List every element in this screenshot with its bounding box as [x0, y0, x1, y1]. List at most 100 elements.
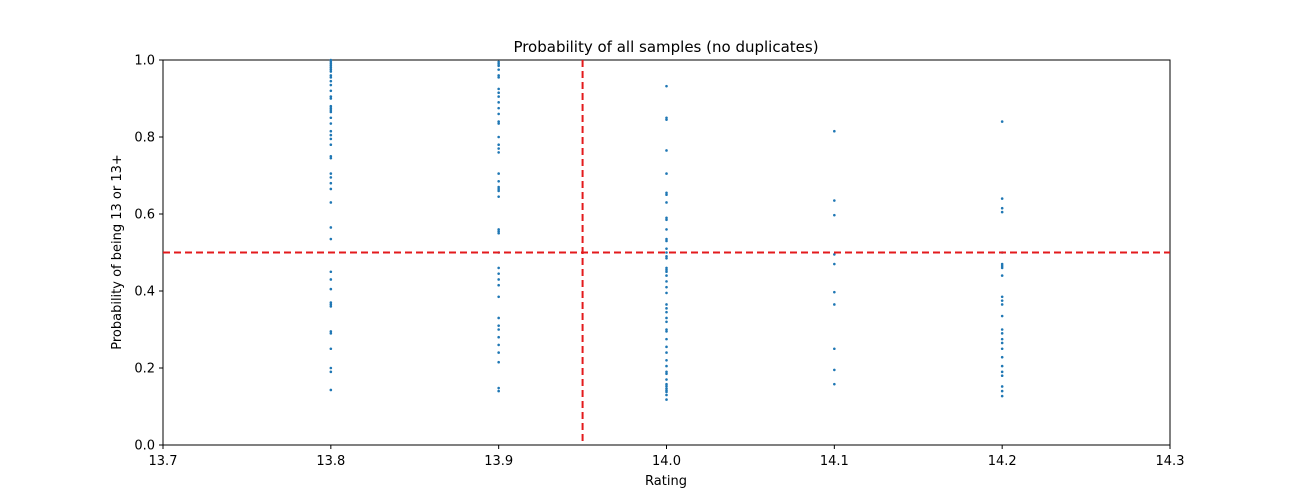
- data-point: [497, 272, 500, 275]
- data-point: [1000, 347, 1004, 351]
- data-point: [329, 347, 333, 351]
- data-point: [1000, 389, 1004, 393]
- data-point: [329, 79, 333, 83]
- data-point: [665, 382, 668, 386]
- data-point: [833, 213, 836, 217]
- data-point: [329, 106, 333, 110]
- data-point: [497, 143, 500, 146]
- data-point: [497, 95, 500, 98]
- data-point: [1000, 303, 1004, 306]
- data-point: [329, 305, 333, 308]
- data-point: [497, 106, 500, 110]
- data-point: [329, 116, 333, 120]
- data-point: [329, 143, 333, 146]
- data-point: [497, 295, 500, 299]
- data-point: [665, 320, 668, 324]
- data-point: [497, 101, 500, 104]
- data-point: [665, 384, 668, 388]
- data-point: [1000, 341, 1004, 345]
- data-point: [1000, 206, 1004, 210]
- data-point: [665, 239, 668, 243]
- data-point: [497, 64, 500, 68]
- data-point: [329, 68, 333, 71]
- data-point: [497, 231, 500, 235]
- y-axis-label: Probability of being 13 or 13+: [110, 154, 125, 350]
- data-point: [665, 316, 668, 320]
- data-point: [329, 122, 333, 125]
- data-point: [497, 187, 500, 191]
- data-point: [833, 262, 836, 266]
- data-point: [1000, 314, 1004, 318]
- data-point: [329, 97, 333, 100]
- data-point: [665, 351, 668, 354]
- data-point: [497, 87, 500, 91]
- data-point: [833, 368, 836, 372]
- data-point: [665, 378, 668, 381]
- data-point: [665, 328, 668, 331]
- reference-lines: [163, 60, 1170, 445]
- y-tick-label: 0.6: [134, 208, 155, 223]
- data-point: [665, 398, 668, 401]
- data-point: [665, 280, 668, 283]
- x-axis-label: Rating: [645, 474, 687, 489]
- data-point: [665, 251, 668, 254]
- data-point: [329, 104, 333, 108]
- data-point: [833, 290, 836, 294]
- data-point: [1000, 262, 1004, 266]
- data-point: [497, 122, 500, 125]
- data-point: [329, 129, 333, 133]
- y-tick-label: 0.2: [134, 362, 155, 377]
- data-point: [497, 185, 500, 189]
- data-point: [329, 187, 333, 191]
- x-tick-label: 13.9: [484, 454, 513, 469]
- data-point: [665, 387, 668, 390]
- data-point: [329, 278, 333, 281]
- data-point: [1000, 328, 1004, 331]
- data-point: [1000, 337, 1004, 341]
- y-tick-label: 0.0: [134, 439, 155, 454]
- data-point: [665, 201, 668, 204]
- data-point: [329, 156, 333, 160]
- y-tick-label: 0.4: [134, 285, 155, 300]
- x-tick-label: 13.7: [149, 454, 178, 469]
- data-point: [833, 347, 836, 351]
- data-point: [497, 179, 500, 183]
- data-point: [329, 330, 333, 333]
- data-point: [497, 112, 500, 116]
- data-point: [665, 364, 668, 368]
- data-point: [497, 278, 500, 281]
- data-point: [665, 84, 668, 88]
- data-point: [329, 137, 333, 141]
- data-point: [1000, 385, 1004, 388]
- data-point: [665, 193, 668, 197]
- data-point: [665, 247, 668, 250]
- data-point: [665, 337, 668, 341]
- data-point: [833, 303, 836, 306]
- data-point: [329, 89, 333, 93]
- data-point: [497, 147, 500, 150]
- data-point: [329, 108, 333, 112]
- data-point: [497, 74, 500, 77]
- data-point: [665, 310, 668, 314]
- data-point: [497, 172, 500, 175]
- data-point: [497, 68, 500, 71]
- data-point: [329, 332, 333, 335]
- data-point: [833, 129, 836, 133]
- data-point: [1000, 210, 1004, 214]
- x-tick-label: 14.0: [652, 454, 681, 469]
- data-point: [665, 303, 668, 306]
- data-point: [1000, 370, 1004, 374]
- data-point: [329, 60, 333, 64]
- data-point: [329, 366, 333, 370]
- data-point: [497, 360, 500, 364]
- data-point: [665, 274, 668, 277]
- data-point: [497, 343, 500, 347]
- data-point: [497, 195, 500, 198]
- data-point: [497, 76, 500, 79]
- y-axis: 0.0 0.2 0.4 0.6 0.8 1.0: [134, 54, 163, 454]
- data-point: [665, 307, 668, 310]
- data-point: [665, 370, 668, 374]
- data-point: [497, 351, 500, 354]
- x-tick-label: 14.3: [1156, 454, 1185, 469]
- data-point: [665, 291, 668, 295]
